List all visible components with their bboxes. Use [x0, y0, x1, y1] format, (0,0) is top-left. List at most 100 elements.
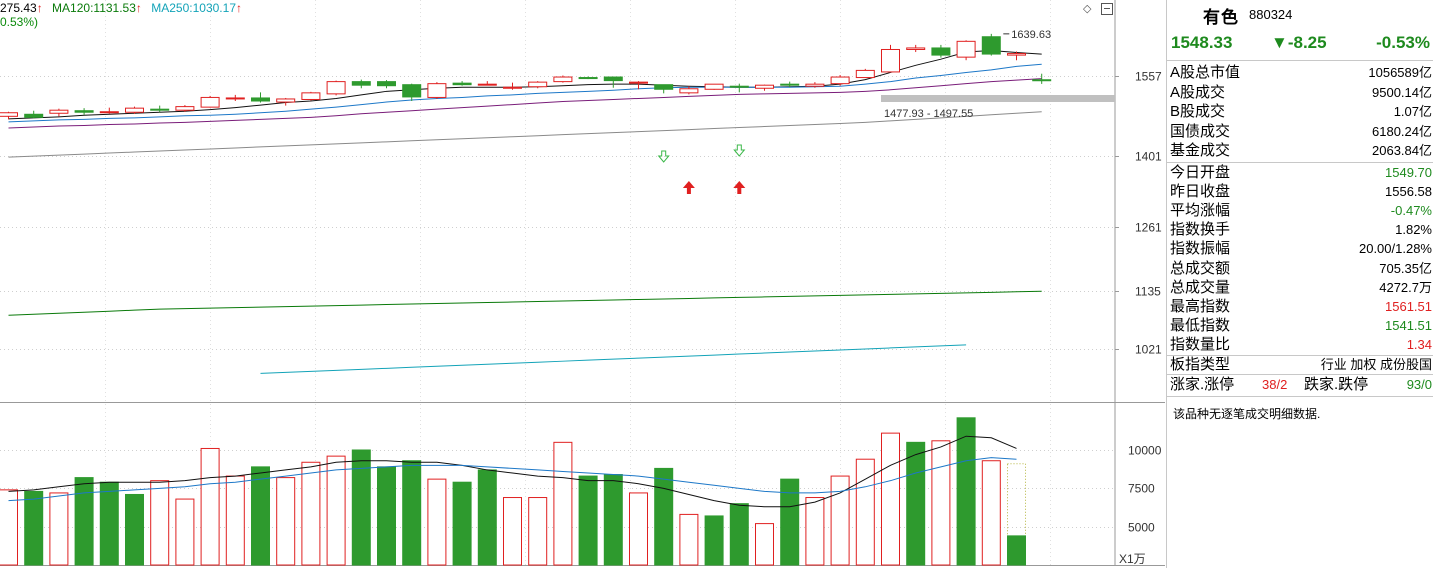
index-change-percent: -0.53%: [1376, 33, 1430, 52]
y-tick-label: 1021: [1135, 343, 1162, 357]
candle-body: [654, 84, 674, 90]
candle-body: [351, 81, 371, 86]
index-name: 有色: [1203, 8, 1239, 27]
index-price: 1548.33: [1171, 33, 1233, 52]
candle-body: [830, 76, 850, 85]
limit-row: 涨家.涨停 38/2 跌家.跌停 93/0: [1170, 375, 1432, 394]
ma-line: [8, 63, 1042, 123]
candle-body: [225, 97, 245, 100]
volume-bar: [704, 515, 724, 566]
candle-body: [780, 83, 800, 86]
stat-row: 平均涨幅 -0.47%: [1170, 201, 1432, 220]
minimize-icon[interactable]: [1101, 3, 1113, 15]
volume-bar: [528, 497, 548, 566]
board-type-value[interactable]: 行业 加权 成份股国: [1320, 357, 1432, 372]
volume-bar: [654, 467, 674, 566]
candle-body: [49, 109, 69, 114]
stat-value: 1561.51: [1385, 298, 1432, 314]
volume-tick-label: 7500: [1128, 482, 1155, 496]
volume-bar: [49, 492, 69, 566]
gap-band: [881, 95, 1115, 102]
stat-label: 最高指数: [1170, 297, 1231, 315]
board-type-label: 板指类型: [1170, 356, 1231, 373]
divider: [1167, 396, 1433, 397]
stat-row: 国债成交 6180.24亿: [1170, 122, 1432, 141]
volume-tick-label: 5000: [1128, 521, 1155, 535]
stat-row: 最高指数 1561.51: [1170, 297, 1432, 316]
down-value: 93/0: [1406, 377, 1432, 392]
stat-label: 今日开盘: [1170, 164, 1231, 181]
candle-body: [805, 83, 825, 87]
stat-label: 基金成交: [1170, 142, 1231, 159]
index-change: ▼-8.25: [1271, 33, 1327, 52]
y-tick-label: 1557: [1135, 70, 1162, 84]
volume-bar: [74, 477, 94, 566]
stat-value: 6180.24亿: [1372, 123, 1432, 139]
volume-bar: [452, 481, 472, 566]
divider: [1167, 355, 1433, 356]
stat-row: B股成交 1.07亿: [1170, 102, 1432, 121]
stat-value: 1.82%: [1395, 222, 1432, 238]
volume-bar: [931, 440, 951, 566]
stat-row: 总成交额 705.35亿: [1170, 259, 1432, 278]
kline-chart-area[interactable]: 1557 1401 1261 1135 1021 10000 7500 5000 X1万 1639…: [0, 0, 1165, 568]
stat-value: 9500.14亿: [1372, 84, 1432, 100]
sell-arrow-icon: [657, 150, 670, 163]
ma-legend: 275.43↑ MA120:1131.53↑ MA250:1030.17↑: [0, 1, 248, 15]
volume-bar: [427, 478, 447, 566]
stat-value: 1556.58: [1385, 184, 1432, 200]
sell-arrow-icon: [733, 144, 746, 157]
volume-unit-label: X1万: [1119, 552, 1146, 566]
volume-bar: [553, 441, 573, 566]
stat-row: 昨日收盘 1556.58: [1170, 182, 1432, 201]
ma-line: [8, 78, 1042, 129]
stat-label: 昨日收盘: [1170, 183, 1231, 201]
stat-value: 2063.84亿: [1372, 143, 1432, 158]
candle-body: [377, 81, 396, 87]
stat-value: 1549.70: [1385, 165, 1432, 180]
stat-value: 1.34: [1406, 336, 1432, 352]
candle-body: [528, 81, 548, 88]
volume-bar: [276, 477, 296, 566]
candle-body: [1007, 53, 1026, 56]
volume-bar: [24, 490, 44, 566]
volume-bar: [578, 475, 598, 566]
candle-body: [679, 88, 699, 94]
stat-row: 最低指数 1541.51: [1170, 316, 1432, 335]
board-type-row: 板指类型 行业 加权 成份股国: [1170, 355, 1432, 374]
volume-bar: [175, 498, 195, 566]
ma-line: [8, 290, 1042, 316]
candle-body: [200, 96, 220, 108]
volume-bar: [830, 475, 850, 566]
diamond-icon[interactable]: ◇: [1083, 3, 1092, 15]
stat-value: -0.47%: [1390, 203, 1432, 219]
ma-line: [260, 344, 967, 374]
stat-row: A股成交 9500.14亿: [1170, 83, 1432, 102]
ma-line: [8, 111, 1042, 158]
volume-bar: [377, 466, 396, 566]
candle-body: [503, 86, 522, 89]
candle-body: [704, 83, 724, 90]
candle-body: [150, 108, 170, 111]
ma250-legend: MA250:1030.17↑: [151, 1, 242, 15]
volume-bar: [99, 481, 119, 566]
volume-bar: [125, 493, 144, 566]
stat-label: 指数换手: [1170, 221, 1231, 239]
index-code: 880324: [1249, 7, 1293, 22]
volume-bar: [780, 478, 800, 566]
down-label: 跌家.跌停: [1304, 376, 1369, 393]
volume-bar: [301, 461, 321, 566]
ma-line: [8, 50, 1042, 120]
candle-body: [251, 97, 270, 102]
stat-label: 指数量比: [1170, 335, 1231, 353]
volume-bar: [1007, 535, 1026, 566]
quote-panel: 有色 880324 1548.33 ▼-8.25 -0.53% A股总市值 105…: [1166, 0, 1433, 568]
volume-bar: [477, 469, 497, 566]
volume-bar: [629, 492, 648, 566]
buy-arrow-icon: [682, 181, 695, 194]
range-label: 1477.93 - 1497.55: [884, 108, 973, 120]
kline-chart[interactable]: 1557 1401 1261 1135 1021 10000 7500 5000 X1万 1639…: [0, 0, 1165, 568]
tick-data-note: 该品种无逐笔成交明细数据.: [1173, 407, 1321, 421]
candle-body: [301, 92, 321, 100]
stat-value: 1.07亿: [1393, 104, 1432, 119]
